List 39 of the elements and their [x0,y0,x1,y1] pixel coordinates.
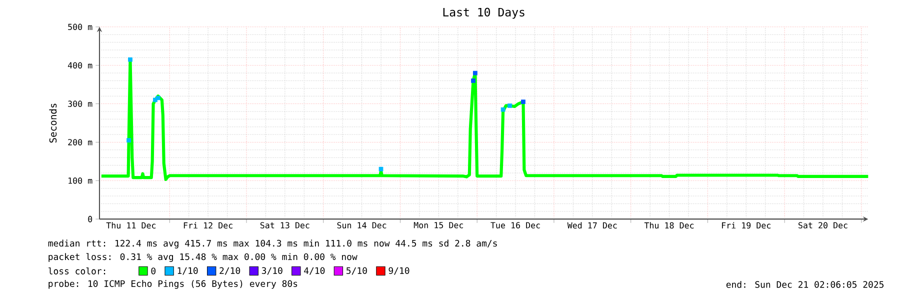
legend-title: loss color: [48,268,106,275]
x-tick-label: Mon 15 Dec [414,222,464,228]
point [500,107,506,112]
y-tick-label: 300 m [68,100,92,107]
text: end: Sun Dec 21 02:06:05 2025 [726,281,884,288]
legend-label: 1/10 [178,267,198,275]
x-tick-label: Sat 20 Dec [798,222,848,228]
x-tick-label: Fri 12 Dec [184,222,232,229]
text: probe: 10 ICMP Echo Pings (56 Bytes) every 80s [48,280,298,289]
point [126,138,131,143]
y-tick-label: 200 m [68,139,92,146]
y-tick-label: 100 m [68,178,92,184]
chart-title: Last 10 Days [443,8,524,19]
x-tick-label: Thu 18 Dec [644,222,694,229]
x-tick-label: Wed 17 Dec [567,222,617,229]
point [471,78,476,83]
point [128,57,132,62]
y-axis-title: Seconds [49,104,57,143]
legend-label: 3/10 [262,267,282,275]
x-tick-label: Fri 19 Dec [722,222,770,229]
legend-label: 5/10 [346,267,367,275]
legend-label: 0 [151,268,156,274]
x-tick-label: Sun 14 Dec [337,222,386,228]
x-tick-label: Tue 16 Dec [490,222,540,228]
legend-label: 4/10 [304,267,325,275]
legend-label: 2/10 [220,267,240,275]
x-tick-label: Sat 13 Dec [260,222,310,228]
legend-label: 9/10 [388,267,410,275]
text: median rtt: 122.4 ms avg 415.7 ms max 104.3 ms min 111.0 ms now 44.5 ms sd 2.8 am/s [48,240,497,248]
x-tick-label: Thu 11 Dec [106,222,156,229]
y-tick-label: 500 m [68,24,92,30]
point [473,70,478,76]
point [378,166,384,172]
point [508,104,512,108]
point [156,96,160,100]
y-tick-label: 0 [88,216,92,222]
y-tick-label: 400 m [68,62,92,69]
point [521,100,526,104]
text: packet loss: 0.31 % avg 15.48 % max 0.00 % min 0.00 % now [48,253,358,262]
